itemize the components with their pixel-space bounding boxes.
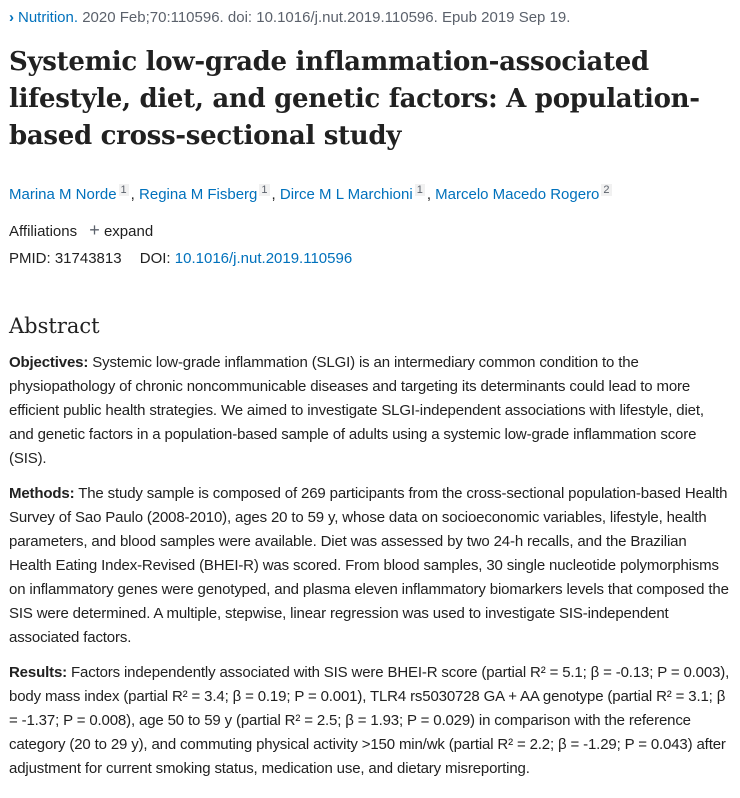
doi-label: DOI: — [139, 250, 171, 267]
abstract-results: Results: Factors independently associate… — [9, 661, 730, 781]
author-list: Marina M Norde 1, Regina M Fisberg 1, Dirc… — [9, 184, 612, 203]
affiliation-ref[interactable]: 1 — [414, 184, 425, 196]
journal-link[interactable]: Nutrition. — [18, 9, 79, 26]
affiliation-ref[interactable]: 2 — [601, 184, 612, 196]
plus-icon: + — [89, 220, 100, 240]
article-title: Systemic low-grade inflammation-associat… — [9, 47, 700, 151]
section-label: Objectives: — [9, 354, 89, 371]
section-label: Methods: — [9, 485, 75, 502]
abstract-methods: Methods: The study sample is composed of… — [9, 482, 730, 650]
section-text: Factors independently associated with SI… — [9, 664, 730, 777]
author-link[interactable]: Regina M Fisberg — [139, 186, 258, 203]
abstract-heading: Abstract — [9, 314, 100, 338]
expand-label[interactable]: expand — [103, 223, 154, 240]
section-text: Systemic low-grade inflammation (SLGI) i… — [9, 354, 704, 467]
doi-link[interactable]: 10.1016/j.nut.2019.110596 — [174, 250, 353, 267]
chevron-right-icon[interactable]: › — [9, 9, 14, 26]
author-link[interactable]: Marina M Norde — [9, 186, 117, 203]
section-text: The study sample is composed of 269 part… — [9, 485, 729, 646]
citation-details: 2020 Feb;70:110596. doi: 10.1016/j.nut.2… — [82, 9, 571, 26]
affiliation-ref[interactable]: 1 — [259, 184, 270, 196]
affiliations-toggle[interactable]: Affiliations + expand — [9, 219, 730, 243]
pmid-value: 31743813 — [54, 250, 122, 267]
section-label: Results: — [9, 664, 67, 681]
citation-line: › Nutrition. 2020 Feb;70:110596. doi: 10.… — [9, 8, 730, 28]
affiliation-ref[interactable]: 1 — [118, 184, 129, 196]
affiliations-label: Affiliations — [9, 223, 78, 240]
article-page: › Nutrition. 2020 Feb;70:110596. doi: 10.… — [0, 8, 740, 781]
author-link[interactable]: Marcelo Macedo Rogero — [435, 186, 600, 203]
pmid-label: PMID: — [9, 250, 51, 267]
author-link[interactable]: Dirce M L Marchioni — [279, 186, 413, 203]
identifiers: PMID: 31743813 DOI: 10.1016/j.nut.2019.1… — [9, 248, 730, 270]
abstract-objectives: Objectives: Systemic low-grade inflammat… — [9, 351, 730, 471]
